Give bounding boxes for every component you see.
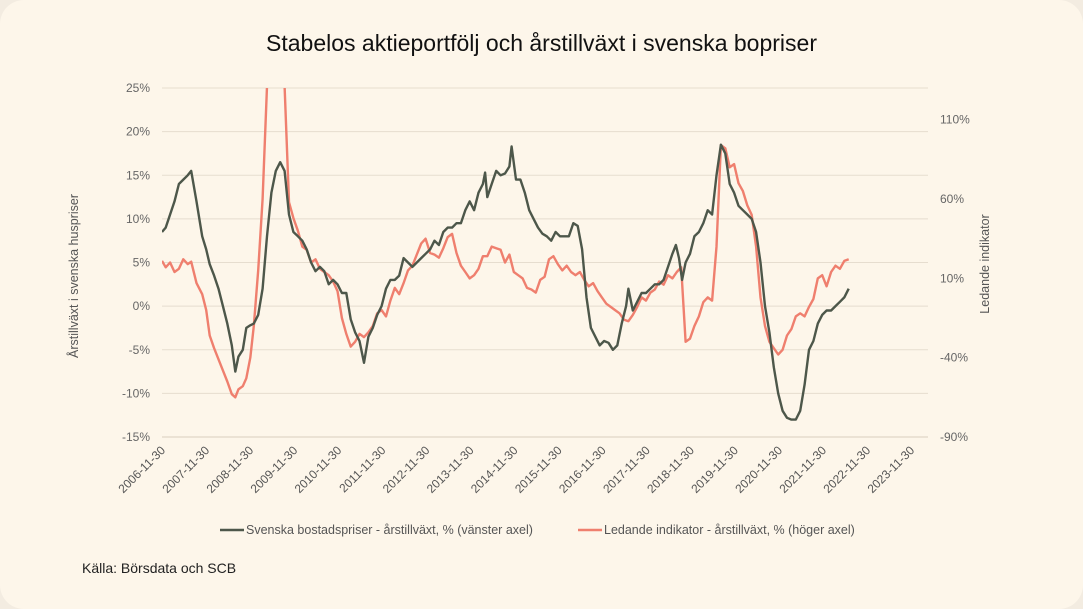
left-tick-label: -15% <box>122 430 150 444</box>
grid-lines <box>162 87 928 438</box>
right-tick-label: -90% <box>940 430 968 444</box>
legend: Svenska bostadspriser - årstillväxt, % (… <box>220 523 855 537</box>
right-tick-label: 10% <box>940 271 964 285</box>
series-line-bostadspriser <box>162 143 850 421</box>
right-tick-label: 60% <box>940 192 964 206</box>
left-tick-label: -10% <box>122 386 150 400</box>
right-axis-label: Ledande indikator <box>978 214 992 313</box>
x-tick-label: 2010-11-30 <box>292 443 345 496</box>
legend-label-bostadspriser: Svenska bostadspriser - årstillväxt, % (… <box>246 523 533 537</box>
left-tick-label: 5% <box>133 256 151 270</box>
left-tick-label: 15% <box>126 168 150 182</box>
right-tick-label: 110% <box>940 113 970 127</box>
left-tick-label: -5% <box>129 343 151 357</box>
left-tick-label: 25% <box>126 81 150 95</box>
series-line-ledande-indikator <box>162 88 850 399</box>
right-tick-label: -40% <box>940 351 968 365</box>
x-axis-ticks: 2006-11-302007-11-302008-11-302009-11-30… <box>115 443 917 496</box>
left-axis-ticks: -15% -10% -5% 0% 5% 10% 15% 20% 25% <box>122 81 150 444</box>
left-tick-label: 0% <box>133 299 151 313</box>
chart-title: Stabelos aktieportfölj och årstillväxt i… <box>266 30 817 56</box>
source-note: Källa: Börsdata och SCB <box>82 560 237 576</box>
left-axis-label: Årstillväxt i svenska huspriser <box>66 194 81 358</box>
right-axis-ticks: -90% -40% 10% 60% 110% <box>940 113 970 444</box>
chart-svg: -15% -10% -5% 0% 5% 10% 15% 20% 25% -90% -40% 10% 6… <box>66 81 992 537</box>
left-tick-label: 10% <box>126 212 150 226</box>
series-lines <box>162 88 850 421</box>
legend-label-ledande-indikator: Ledande indikator - årstillväxt, % (höge… <box>604 523 855 537</box>
left-tick-label: 20% <box>126 125 150 139</box>
x-tick-label: 2023-11-30 <box>865 443 918 496</box>
